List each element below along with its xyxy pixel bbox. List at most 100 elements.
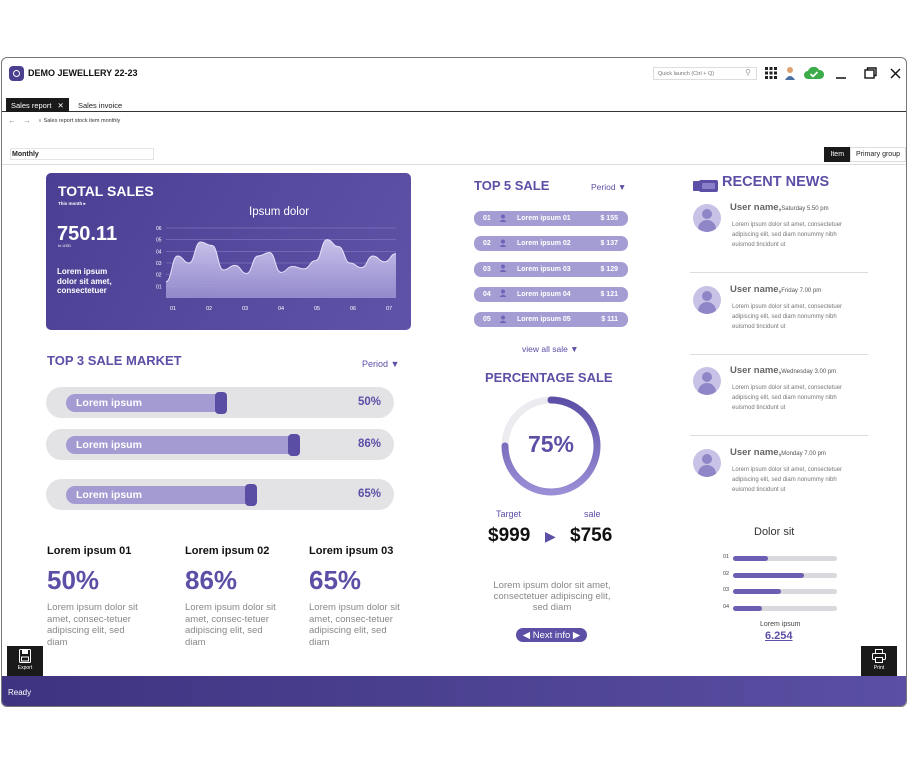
tab-close-icon[interactable]: ✕ [57,101,64,110]
top5-name: Lorem ipsum 03 [517,265,571,273]
dolor-bar-label: 04 [723,603,730,610]
news-user: User name,Saturday 5.50 pm [730,202,829,213]
market-bar-track: Lorem ipsum 65% [46,479,394,510]
tab-bar: Sales report ✕ Sales invoice [2,96,906,112]
news-time: Friday 7.00 pm [781,288,822,294]
search-icon[interactable]: ⚲ [745,68,751,77]
cloud-sync-icon[interactable] [803,66,825,80]
area-series [166,239,396,298]
market-bar-handle[interactable] [215,392,227,414]
status-bar: Ready [2,676,906,706]
x-tick-label: 04 [278,306,284,312]
user-avatar[interactable] [693,367,721,395]
dolor-footer-value: 6.254 [765,630,793,642]
percentage-donut [501,396,601,496]
top5-row[interactable]: 02 Lorem ipsum 02 $ 137 [474,236,628,252]
save-icon [19,649,31,663]
market-bar-fill: Lorem ipsum [66,436,299,454]
dolor-bar-track [733,589,837,595]
user-avatar-icon[interactable] [783,66,797,80]
tab-label: Sales report [11,101,52,110]
top5-name: Lorem ipsum 04 [517,290,571,298]
top5-rank: 02 [483,240,491,248]
target-label: Target [496,509,522,519]
news-time: Wednesday 3.00 pm [781,369,837,375]
x-tick-label: 05 [314,306,320,312]
market-bar-percent: 50% [357,396,381,408]
period-filter-field[interactable]: Monthly [10,148,154,160]
top3-period-dropdown[interactable]: Period ▼ [362,359,400,369]
stat-text: Lorem ipsum dolor sit amet, consec-tetue… [309,602,400,648]
breadcrumb: ← → ∨ Sales report stock item monthly [8,116,120,125]
sales-area-chart: 01 02 03 04 05 06 01 02 03 04 05 06 07 [156,226,397,312]
restore-icon[interactable] [863,66,877,80]
market-bar-handle[interactable] [288,434,300,456]
next-info-button[interactable]: ◀ Next info ▶ [516,628,587,642]
news-text: Lorem ipsum dolor sit amet, consectetuer… [732,467,843,493]
x-tick-label: 03 [242,306,248,312]
tab-sales-invoice[interactable]: Sales invoice [73,98,127,112]
user-icon [499,264,513,274]
top5-name: Lorem ipsum 05 [517,316,571,324]
title-bar: DEMO JEWELLERY 22-23 ⚲ [2,58,906,90]
view-all-sale-link[interactable]: view all sale ▼ [522,344,579,354]
print-button[interactable]: Print [861,646,897,676]
primary-group-button[interactable]: Primary group [850,147,906,162]
news-user-name: User name, [730,365,782,376]
dolor-bar-label: 03 [723,587,730,594]
user-avatar[interactable] [693,286,721,314]
chart-title: Ipsum dolor [249,206,310,218]
dolor-title: Dolor sit [754,526,795,538]
top5-row[interactable]: 03 Lorem ipsum 03 $ 129 [474,261,628,277]
total-sales-description: Lorem ipsum dolor sit amet, consectetuer [57,267,112,295]
market-bar-percent: 65% [357,488,381,500]
export-label: Export [17,665,33,671]
dolor-bar-track [733,605,837,611]
top5-amount: $ 129 [600,265,618,273]
top5-row[interactable]: 05 Lorem ipsum 05 $ 111 [474,312,628,328]
minimize-icon[interactable] [835,66,847,80]
sale-label: sale [584,509,601,519]
market-bar-fill: Lorem ipsum [66,394,226,412]
back-arrow-icon[interactable]: ← [8,116,16,125]
apps-grid-icon[interactable] [764,66,777,80]
stat-value: 86% [185,565,238,595]
sale-value: $756 [570,525,613,546]
market-bar-percent: 86% [357,438,381,450]
top5-name: Lorem ipsum 01 [517,215,571,222]
dolor-bar-label: 02 [723,570,730,577]
top5-period-dropdown[interactable]: Period ▼ [591,182,627,192]
item-group-button[interactable]: Item [824,147,851,162]
quick-launch-input[interactable] [653,67,757,80]
close-icon[interactable] [889,66,901,80]
dolor-bar-fill [733,572,804,578]
y-tick-label: 03 [156,261,162,267]
y-tick-label: 04 [156,249,162,255]
area-series-line [165,239,397,283]
total-sales-title: TOTAL SALES [58,183,154,199]
news-user-name: User name, [730,447,782,458]
top5-name: Lorem ipsum 02 [517,240,571,248]
user-avatar[interactable] [693,449,721,477]
printer-icon [872,649,886,663]
breadcrumb-text: ∨ Sales report stock item monthly [38,117,121,124]
top5-rank: 05 [483,316,491,324]
total-sales-card: TOTAL SALES This month ▸ 750.11 In USD L… [46,173,411,330]
dashboard: TOTAL SALES This month ▸ 750.11 In USD L… [2,164,906,678]
dolor-bar-label: 01 [723,554,730,560]
market-bar-fill: Lorem ipsum [66,486,256,504]
user-avatar[interactable] [693,204,721,232]
news-user-name: User name, [730,202,782,213]
top5-row[interactable]: 04 Lorem ipsum 04 $ 121 [474,286,628,302]
top5-row[interactable]: 01 Lorem ipsum 01 $ 155 [474,211,628,226]
news-time: Monday 7.00 pm [781,451,826,457]
news-user: User name,Monday 7.00 pm [730,447,826,458]
market-bar-handle[interactable] [245,484,257,506]
tab-sales-report[interactable]: Sales report ✕ [6,98,69,112]
news-text: Lorem ipsum dolor sit amet, consectetuer… [732,304,843,330]
target-value: $999 [488,525,531,546]
export-button[interactable]: Export [7,646,43,676]
forward-arrow-icon[interactable]: → [23,116,31,125]
top5-amount: $ 155 [600,215,618,222]
stat-heading: Lorem ipsum 02 [185,545,270,557]
